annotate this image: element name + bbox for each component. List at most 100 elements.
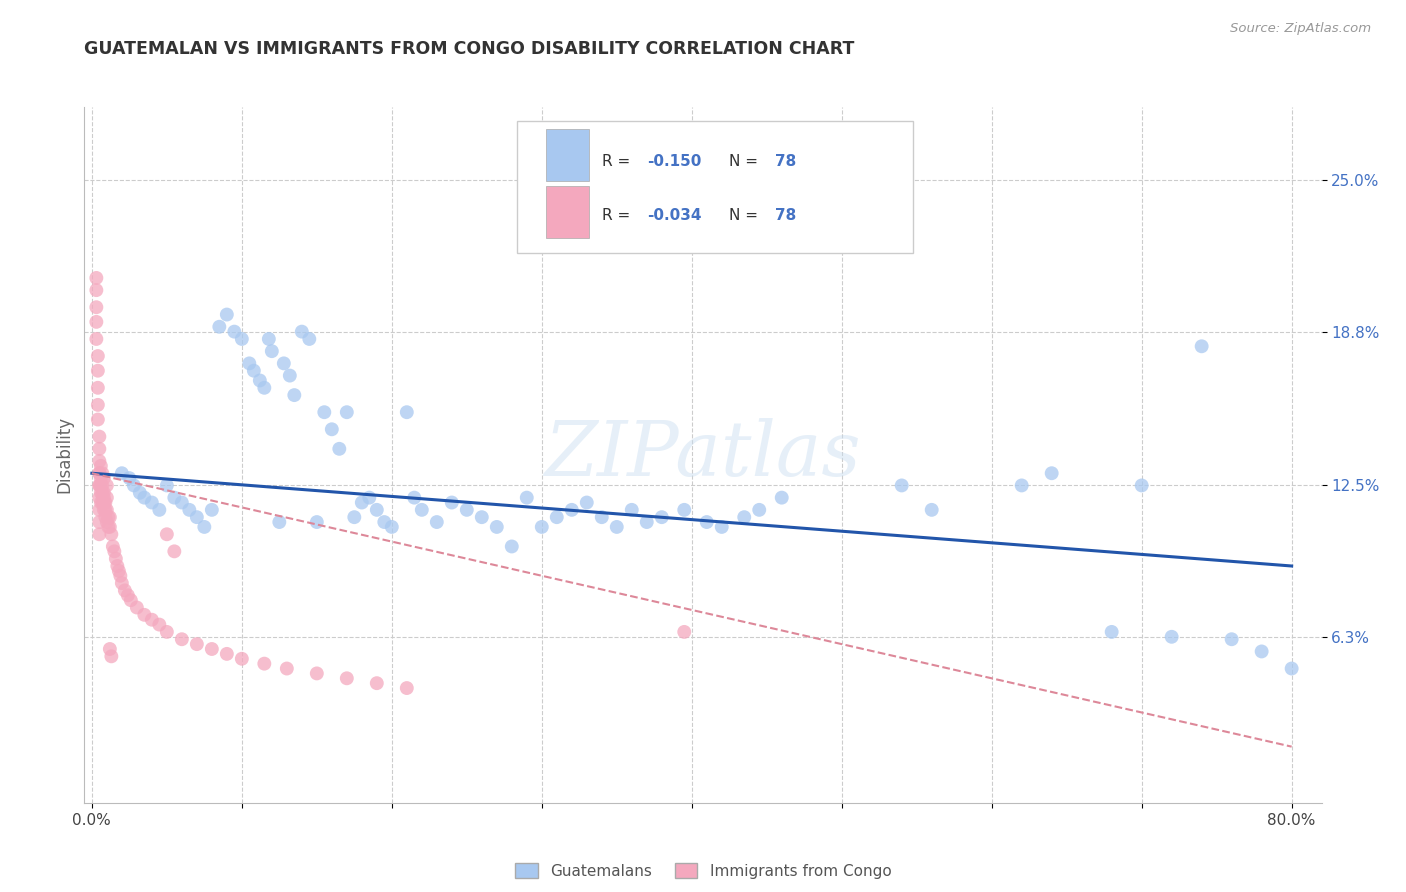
Point (733, 510, 755, 524)
Point (249, 374, 271, 388)
Point (96, 491, 118, 505)
Point (350, 495, 373, 509)
Text: 78: 78 (775, 208, 796, 223)
Point (89, 442, 111, 456)
Point (134, 607, 156, 622)
Point (343, 510, 366, 524)
Point (186, 637, 208, 651)
Point (201, 642, 224, 657)
Point (1250, 644, 1272, 658)
Point (103, 544, 125, 558)
Point (163, 544, 186, 558)
Point (98, 510, 121, 524)
Point (94, 503, 117, 517)
Point (87, 398, 110, 412)
Point (89, 515, 111, 529)
Point (89, 478, 111, 492)
Point (89, 467, 111, 481)
Point (101, 540, 124, 554)
Point (108, 564, 131, 578)
Point (156, 527, 179, 541)
Point (170, 632, 193, 647)
Text: -0.034: -0.034 (647, 208, 702, 223)
FancyBboxPatch shape (546, 128, 589, 181)
Text: Source: ZipAtlas.com: Source: ZipAtlas.com (1230, 22, 1371, 36)
Point (456, 503, 478, 517)
Point (501, 540, 523, 554)
Point (90, 485, 112, 500)
Text: 78: 78 (775, 153, 796, 169)
Point (278, 368, 301, 383)
Point (89, 478, 111, 492)
Point (921, 503, 943, 517)
Point (141, 613, 163, 627)
Point (100, 649, 122, 664)
Point (163, 491, 186, 505)
Point (98, 520, 121, 534)
Point (575, 495, 598, 509)
Point (201, 503, 224, 517)
Point (620, 503, 643, 517)
Point (89, 503, 111, 517)
Point (94, 510, 117, 524)
Point (87, 381, 110, 395)
Point (97, 510, 120, 524)
Point (381, 520, 404, 534)
Point (305, 666, 328, 681)
Point (1130, 478, 1153, 492)
Point (90, 471, 112, 485)
Point (243, 364, 266, 378)
Point (561, 503, 583, 517)
Point (114, 583, 136, 598)
Point (269, 515, 291, 529)
Point (96, 503, 118, 517)
Point (305, 515, 328, 529)
Point (128, 485, 150, 500)
Point (890, 478, 912, 492)
Point (179, 503, 201, 517)
Point (215, 308, 238, 322)
Point (170, 495, 193, 509)
Point (87, 364, 110, 378)
Text: N =: N = (728, 208, 763, 223)
Point (860, 222, 883, 236)
Point (1281, 661, 1303, 675)
Point (89, 527, 111, 541)
Point (283, 388, 305, 402)
FancyBboxPatch shape (546, 186, 589, 238)
Point (86, 300, 108, 314)
Point (1101, 624, 1123, 639)
Point (591, 510, 613, 524)
Point (253, 657, 276, 671)
Point (97, 520, 120, 534)
Point (111, 576, 134, 591)
Point (291, 325, 314, 339)
Point (122, 478, 145, 492)
Legend: Guatemalans, Immigrants from Congo: Guatemalans, Immigrants from Congo (515, 863, 891, 879)
Point (118, 471, 141, 485)
Point (141, 495, 163, 509)
Text: R =: R = (602, 208, 634, 223)
Point (1220, 632, 1243, 647)
FancyBboxPatch shape (517, 121, 914, 253)
Point (1040, 467, 1063, 481)
Point (231, 652, 253, 666)
Point (373, 515, 395, 529)
Point (93, 471, 115, 485)
Point (260, 344, 283, 359)
Point (224, 325, 246, 339)
Point (93, 495, 115, 509)
Point (673, 624, 696, 639)
Y-axis label: Disability: Disability (55, 417, 73, 493)
Point (94, 495, 117, 509)
Point (696, 515, 718, 529)
Point (125, 600, 148, 615)
Point (186, 510, 208, 524)
Point (96, 515, 118, 529)
Point (148, 617, 170, 632)
Point (86, 271, 108, 285)
Point (120, 593, 142, 607)
Point (253, 381, 276, 395)
Point (148, 503, 170, 517)
Point (105, 559, 128, 574)
